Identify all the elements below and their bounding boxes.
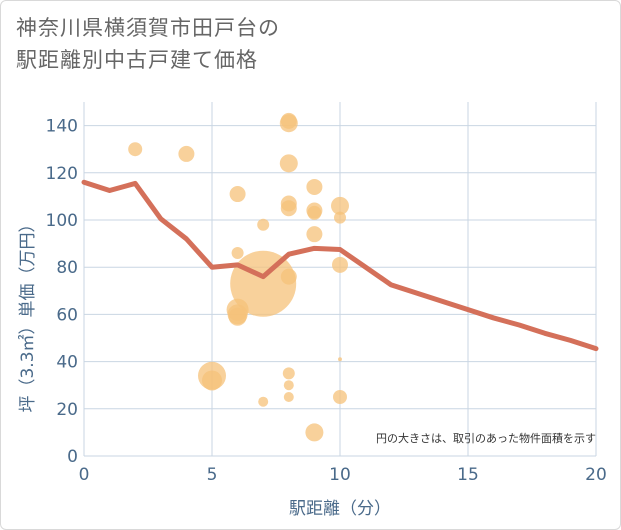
x-tick-label-3: 15: [457, 465, 479, 485]
x-tick-label-1: 5: [207, 465, 218, 485]
y-tick-label-7: 140: [46, 117, 78, 137]
bubble-30: [333, 390, 347, 404]
grid: [83, 102, 597, 457]
bubble-1: [178, 145, 195, 162]
bubble-19: [283, 380, 294, 391]
y-tick-label-3: 60: [56, 305, 78, 325]
bubble-16: [280, 200, 297, 217]
tick-labels: 0 5 10 15 20 0 20 40 60 80 100 120 140: [46, 117, 607, 485]
y-tick-label-1: 20: [56, 400, 78, 420]
bubble-9: [257, 218, 270, 231]
y-axis-label: 坪（3.3㎡）単価（万円）: [18, 215, 38, 412]
bubble-20: [283, 392, 294, 402]
x-axis-label: 駅距離（分）: [289, 499, 391, 519]
chart-title: 神奈川県横須賀市田戸台の 駅距離別中古戸建て価格: [16, 12, 280, 76]
bubble-6: [228, 307, 247, 326]
x-tick-label-2: 10: [329, 465, 351, 485]
y-tick-label-5: 100: [46, 211, 78, 231]
bubble-21: [306, 178, 323, 195]
y-tick-label-4: 80: [56, 258, 78, 278]
bubbles: [128, 112, 349, 442]
trend-line: [81, 179, 599, 352]
y-tick-label-6: 120: [46, 164, 78, 184]
bubble-8: [202, 370, 222, 391]
bubble-0: [128, 142, 143, 157]
bubble-24: [306, 226, 323, 243]
average-price-line: [81, 179, 599, 352]
bubble-18: [282, 367, 295, 380]
bubble-13: [279, 114, 298, 133]
x-tick-label-0: 0: [79, 465, 90, 485]
y-tick-label-2: 40: [56, 353, 78, 373]
x-tick-label-4: 20: [585, 465, 607, 485]
size-annotation: 円の大きさは、取引のあった物件面積を示す: [376, 431, 596, 445]
bubble-29: [338, 357, 342, 362]
bubble-25: [305, 423, 324, 442]
y-tick-label-0: 0: [67, 447, 78, 467]
bubble-17: [280, 268, 297, 285]
bubble-14: [279, 154, 298, 173]
title-line-1: 神奈川県横須賀市田戸台の: [16, 16, 280, 40]
bubble-2: [229, 186, 246, 203]
bubble-27: [334, 211, 346, 224]
bubble-26: [331, 196, 349, 215]
bubble-3: [231, 247, 244, 260]
bubble-23: [307, 205, 322, 220]
title-line-2: 駅距離別中古戸建て価格: [16, 48, 258, 72]
bubble-11: [258, 396, 269, 407]
bubble-28: [332, 256, 348, 273]
